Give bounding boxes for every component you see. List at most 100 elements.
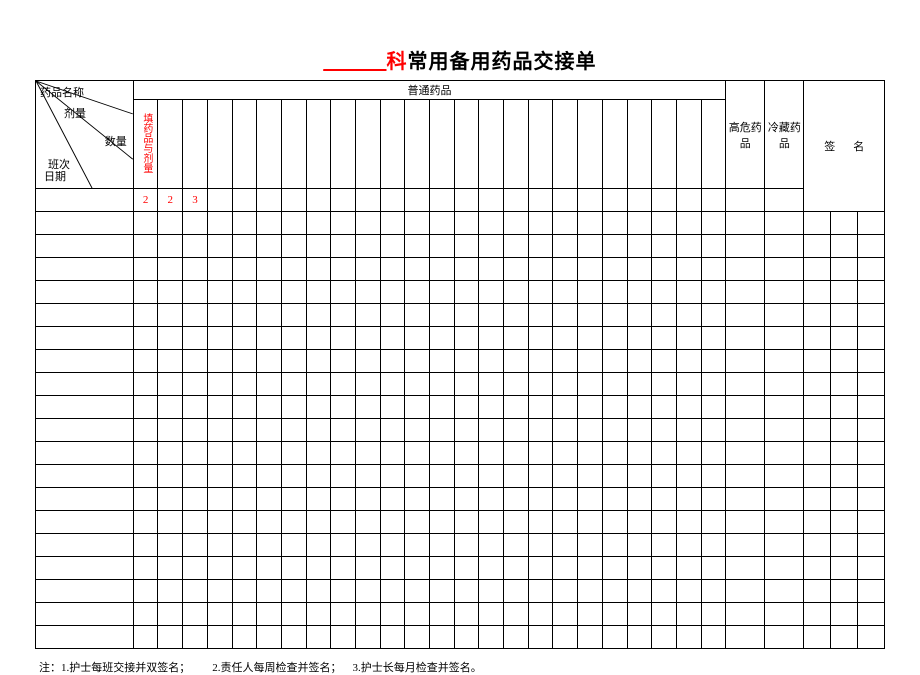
cell	[504, 442, 529, 465]
hdr-num-cell	[257, 189, 282, 212]
cell	[183, 396, 208, 419]
cell	[36, 350, 134, 373]
cell	[405, 373, 430, 396]
cell	[430, 327, 455, 350]
cell	[602, 396, 627, 419]
cell	[804, 327, 831, 350]
cell	[652, 419, 677, 442]
cell	[232, 511, 257, 534]
cell	[857, 281, 884, 304]
cell	[454, 212, 479, 235]
cell	[405, 465, 430, 488]
cell	[765, 511, 804, 534]
cell	[183, 511, 208, 534]
cell	[306, 396, 331, 419]
cell	[158, 465, 183, 488]
cell	[479, 304, 504, 327]
cell	[306, 580, 331, 603]
cell	[430, 419, 455, 442]
hdr-drug-col	[306, 100, 331, 189]
cell	[281, 212, 306, 235]
cell	[676, 396, 701, 419]
hdr-drug-col	[652, 100, 677, 189]
cell	[857, 396, 884, 419]
cell	[504, 235, 529, 258]
cell	[355, 603, 380, 626]
cell	[405, 212, 430, 235]
hdr-date-corner	[36, 189, 134, 212]
cell	[578, 511, 603, 534]
cell	[257, 534, 282, 557]
cell	[183, 258, 208, 281]
cell	[701, 258, 726, 281]
cell	[454, 603, 479, 626]
cell	[133, 511, 158, 534]
cell	[627, 235, 652, 258]
cell	[602, 212, 627, 235]
cell	[133, 465, 158, 488]
hdr-drug-col	[183, 100, 208, 189]
cell	[578, 350, 603, 373]
hdr-num-cell	[528, 189, 553, 212]
cell	[232, 212, 257, 235]
cell	[158, 534, 183, 557]
cell	[306, 327, 331, 350]
cell	[553, 419, 578, 442]
cell	[454, 488, 479, 511]
cell	[804, 212, 831, 235]
cell	[804, 557, 831, 580]
cell	[355, 419, 380, 442]
cell	[281, 580, 306, 603]
hdr-num-cell	[405, 189, 430, 212]
cell	[479, 396, 504, 419]
cell	[133, 373, 158, 396]
cell	[183, 419, 208, 442]
table-row	[36, 511, 885, 534]
hdr-num-cell	[331, 189, 356, 212]
cell	[207, 419, 232, 442]
cell	[281, 373, 306, 396]
cell	[355, 511, 380, 534]
cell	[232, 304, 257, 327]
cell	[553, 557, 578, 580]
cell	[726, 350, 765, 373]
cell	[281, 511, 306, 534]
cell	[765, 580, 804, 603]
handover-table: 药品名称 剂量 数量 班次 日期 普通药品 高危药品 冷藏药品 签名 填药品与剂…	[35, 80, 885, 649]
cell	[232, 603, 257, 626]
hdr-drug-col	[405, 100, 430, 189]
hdr-drug-col	[430, 100, 455, 189]
cell	[553, 350, 578, 373]
cell	[652, 373, 677, 396]
cell	[355, 235, 380, 258]
cell	[765, 304, 804, 327]
cell	[726, 488, 765, 511]
cell	[578, 304, 603, 327]
cell	[504, 511, 529, 534]
cell	[602, 281, 627, 304]
cell	[183, 488, 208, 511]
cell	[652, 465, 677, 488]
cell	[257, 258, 282, 281]
cell	[804, 350, 831, 373]
cell	[454, 580, 479, 603]
cell	[627, 580, 652, 603]
cell	[504, 281, 529, 304]
cell	[207, 258, 232, 281]
cell	[380, 373, 405, 396]
cell	[133, 304, 158, 327]
cell	[553, 534, 578, 557]
cell	[183, 557, 208, 580]
diagonal-header: 药品名称 剂量 数量 班次 日期	[36, 81, 134, 189]
cell	[281, 557, 306, 580]
cell	[355, 350, 380, 373]
cell	[133, 258, 158, 281]
cell	[553, 373, 578, 396]
cell	[528, 373, 553, 396]
cell	[676, 603, 701, 626]
cell	[207, 212, 232, 235]
cell	[232, 235, 257, 258]
hdr-num-cell	[578, 189, 603, 212]
cell	[183, 465, 208, 488]
cell	[133, 488, 158, 511]
